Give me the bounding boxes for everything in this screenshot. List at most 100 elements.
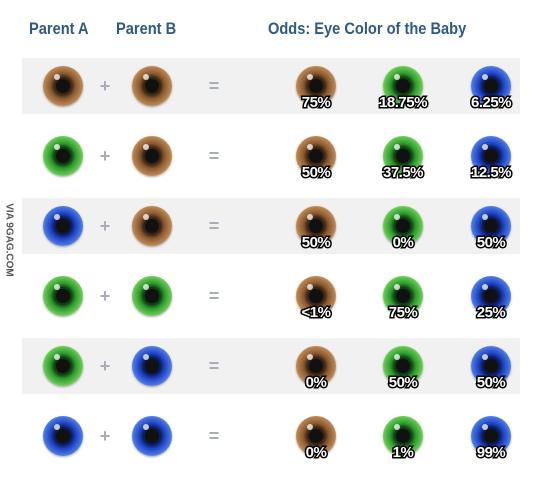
odds-header: Odds: Eye Color of the Baby xyxy=(268,19,467,38)
odds-percent-blue: 50% xyxy=(475,233,507,253)
glint xyxy=(54,214,60,220)
pupil xyxy=(56,79,70,93)
pupil xyxy=(56,149,70,163)
odds-percent-brown: <1% xyxy=(300,303,332,323)
table-header: Parent A Parent B Odds: Eye Color of the… xyxy=(0,0,540,58)
pupil xyxy=(56,429,70,443)
baby-green-eye-icon xyxy=(383,276,423,316)
glint xyxy=(143,354,149,360)
pupil xyxy=(309,79,323,93)
glint xyxy=(394,74,400,80)
baby-green-eye-icon xyxy=(383,206,423,246)
glint xyxy=(307,74,313,80)
glint xyxy=(482,74,488,80)
odds-percent-brown: 50% xyxy=(300,233,332,253)
parent-a-green-eye-icon xyxy=(43,136,83,176)
baby-blue-eye-icon xyxy=(471,136,511,176)
glint xyxy=(394,214,400,220)
pupil xyxy=(309,289,323,303)
table-row: + = 75% 18.75% 6.25% xyxy=(22,58,520,114)
table-row: + = <1% 75% 25% xyxy=(22,268,520,324)
parent-a-green-eye-icon xyxy=(43,276,83,316)
baby-green-eye-icon xyxy=(383,136,423,176)
plus-sign: + xyxy=(99,426,111,446)
glint xyxy=(307,214,313,220)
parent-b-header: Parent B xyxy=(116,19,177,38)
pupil xyxy=(145,289,159,303)
baby-brown-eye-icon xyxy=(296,206,336,246)
equals-sign: = xyxy=(208,146,220,166)
parent-b-blue-eye-icon xyxy=(132,416,172,456)
glint xyxy=(482,144,488,150)
pupil xyxy=(145,219,159,233)
pupil xyxy=(145,149,159,163)
baby-brown-eye-icon xyxy=(296,136,336,176)
glint xyxy=(482,284,488,290)
pupil xyxy=(145,359,159,373)
glint xyxy=(394,354,400,360)
baby-brown-eye-icon xyxy=(296,346,336,386)
pupil xyxy=(56,359,70,373)
baby-brown-eye-icon xyxy=(296,66,336,106)
pupil xyxy=(396,429,410,443)
pupil xyxy=(145,429,159,443)
glint xyxy=(307,144,313,150)
pupil xyxy=(309,219,323,233)
eye-color-odds-table: + = 75% 18.75% 6.25% + = 50% 37.5% 12.5% + = 50% 0% 50… xyxy=(22,58,520,476)
pupil xyxy=(56,289,70,303)
table-row: + = 50% 0% 50% xyxy=(22,198,520,254)
watermark-text: VIA 9GAG.COM xyxy=(3,203,15,277)
plus-sign: + xyxy=(99,146,111,166)
parent-b-green-eye-icon xyxy=(132,276,172,316)
parent-b-brown-eye-icon xyxy=(132,206,172,246)
parent-b-brown-eye-icon xyxy=(132,136,172,176)
baby-blue-eye-icon xyxy=(471,346,511,386)
baby-green-eye-icon xyxy=(383,66,423,106)
plus-sign: + xyxy=(99,216,111,236)
pupil xyxy=(484,359,498,373)
odds-percent-green: 18.75% xyxy=(378,93,429,113)
baby-brown-eye-icon xyxy=(296,276,336,316)
parent-a-blue-eye-icon xyxy=(43,416,83,456)
glint xyxy=(394,424,400,430)
pupil xyxy=(484,79,498,93)
pupil xyxy=(309,359,323,373)
parent-b-blue-eye-icon xyxy=(132,346,172,386)
parent-a-green-eye-icon xyxy=(43,346,83,386)
pupil xyxy=(56,219,70,233)
glint xyxy=(394,144,400,150)
baby-green-eye-icon xyxy=(383,346,423,386)
pupil xyxy=(396,149,410,163)
baby-green-eye-icon xyxy=(383,416,423,456)
odds-percent-brown: 0% xyxy=(304,373,328,393)
baby-blue-eye-icon xyxy=(471,416,511,456)
odds-percent-green: 37.5% xyxy=(381,163,425,183)
parent-a-brown-eye-icon xyxy=(43,66,83,106)
pupil xyxy=(309,429,323,443)
parent-a-blue-eye-icon xyxy=(43,206,83,246)
pupil xyxy=(396,359,410,373)
pupil xyxy=(484,289,498,303)
glint xyxy=(394,284,400,290)
pupil xyxy=(484,429,498,443)
parent-a-header: Parent A xyxy=(29,19,89,38)
glint xyxy=(54,74,60,80)
table-row: + = 50% 37.5% 12.5% xyxy=(22,128,520,184)
odds-percent-green: 75% xyxy=(387,303,419,323)
baby-blue-eye-icon xyxy=(471,276,511,316)
pupil xyxy=(396,219,410,233)
plus-sign: + xyxy=(99,356,111,376)
equals-sign: = xyxy=(208,426,220,446)
glint xyxy=(54,284,60,290)
glint xyxy=(54,144,60,150)
glint xyxy=(143,284,149,290)
glint xyxy=(54,424,60,430)
equals-sign: = xyxy=(208,76,220,96)
odds-percent-brown: 75% xyxy=(300,93,332,113)
equals-sign: = xyxy=(208,286,220,306)
glint xyxy=(482,354,488,360)
glint xyxy=(54,354,60,360)
parent-b-brown-eye-icon xyxy=(132,66,172,106)
plus-sign: + xyxy=(99,76,111,96)
odds-percent-green: 0% xyxy=(391,233,415,253)
